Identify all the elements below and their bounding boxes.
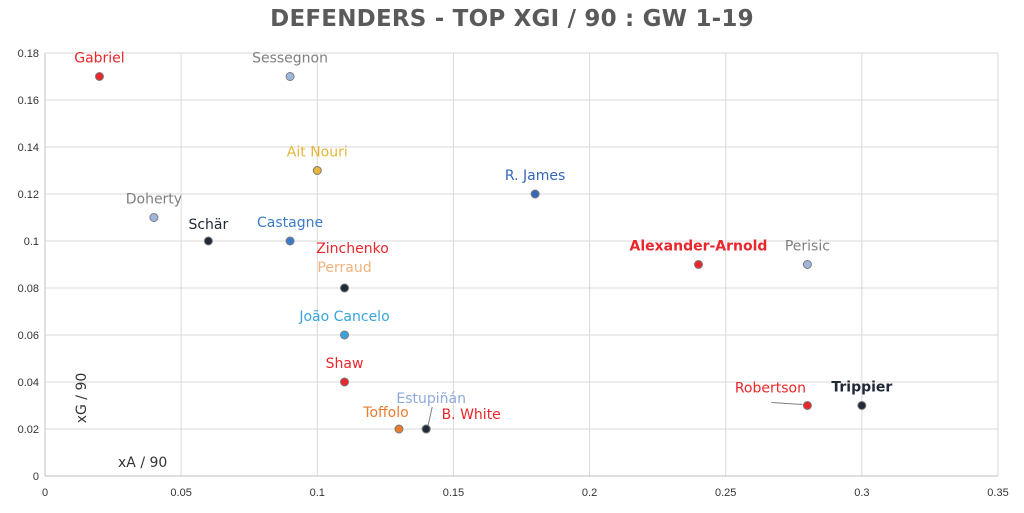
- data-point: [802, 260, 812, 269]
- data-point: [421, 424, 431, 434]
- y-tick-label: 0.08: [18, 283, 39, 295]
- chart-title: DEFENDERS - TOP XGI / 90 : GW 1-19: [270, 6, 754, 32]
- point-label: Castagne: [257, 215, 323, 231]
- x-axis-ticks: 0 0.05 0.1 0.15 0.2 0.25 0.3 0.35: [42, 487, 1009, 499]
- y-tick-label: 0: [33, 471, 39, 483]
- x-tick-label: 0: [42, 487, 48, 499]
- data-point: [312, 166, 322, 175]
- x-tick-label: 0.25: [715, 487, 736, 499]
- point-label: R. James: [505, 168, 565, 184]
- point-label: Sessegnon: [252, 51, 328, 67]
- point-label: Estupiñán: [396, 391, 466, 407]
- point-label: Robertson: [735, 381, 806, 397]
- data-point: [340, 330, 350, 340]
- x-tick-label: 0.2: [582, 487, 597, 499]
- y-tick-label: 0.12: [18, 189, 39, 201]
- data-point: [530, 189, 540, 199]
- y-axis-ticks: 0 0.02 0.04 0.06 0.08 0.1 0.12 0.14 0.16 0.18: [18, 48, 39, 483]
- y-tick-label: 0.02: [18, 424, 39, 436]
- y-tick-label: 0.14: [18, 142, 39, 154]
- x-tick-label: 0.15: [443, 487, 464, 499]
- point-label: Gabriel: [74, 51, 124, 67]
- point-label: João Cancelo: [298, 309, 389, 325]
- data-points: [94, 72, 867, 434]
- data-point: [203, 236, 213, 246]
- y-tick-label: 0.16: [18, 95, 39, 107]
- x-tick-label: 0.3: [854, 487, 869, 499]
- x-tick-label: 0.05: [170, 487, 191, 499]
- y-tick-label: 0.1: [24, 236, 39, 248]
- data-point: [94, 72, 104, 81]
- data-point: [340, 283, 350, 293]
- point-label: Trippier: [831, 380, 892, 396]
- data-point: [857, 401, 867, 410]
- data-point: [394, 424, 404, 434]
- y-axis-label: xG / 90: [74, 373, 90, 424]
- gridlines: [44, 52, 999, 477]
- data-point: [802, 401, 812, 410]
- label-connectors: [427, 402, 803, 426]
- x-tick-label: 0.1: [310, 487, 325, 499]
- point-label: Schär: [188, 217, 228, 233]
- y-tick-label: 0.06: [18, 330, 39, 342]
- data-point: [693, 260, 703, 269]
- x-tick-label: 0.35: [987, 487, 1008, 499]
- point-label: Doherty: [126, 192, 182, 208]
- point-label: Perisic: [785, 239, 830, 255]
- data-point: [285, 72, 295, 81]
- estupinan-connector: [427, 406, 433, 426]
- data-point: [340, 377, 350, 387]
- y-tick-label: 0.04: [18, 377, 39, 389]
- point-label: Ait Nouri: [287, 145, 348, 161]
- data-point: [149, 213, 159, 222]
- point-label: Shaw: [326, 356, 364, 372]
- point-label: Perraud: [317, 260, 371, 276]
- x-axis-label: xA / 90: [118, 455, 167, 471]
- point-label: Zinchenko: [316, 241, 389, 257]
- point-label: Alexander-Arnold: [630, 239, 768, 255]
- point-label: Toffolo: [362, 405, 408, 421]
- y-tick-label: 0.18: [18, 48, 39, 60]
- data-point: [285, 236, 295, 246]
- point-labels: Gabriel Sessegnon Ait Nouri R. James Doherty…: [74, 51, 892, 424]
- point-label: B. White: [442, 407, 501, 423]
- robertson-connector: [771, 402, 803, 405]
